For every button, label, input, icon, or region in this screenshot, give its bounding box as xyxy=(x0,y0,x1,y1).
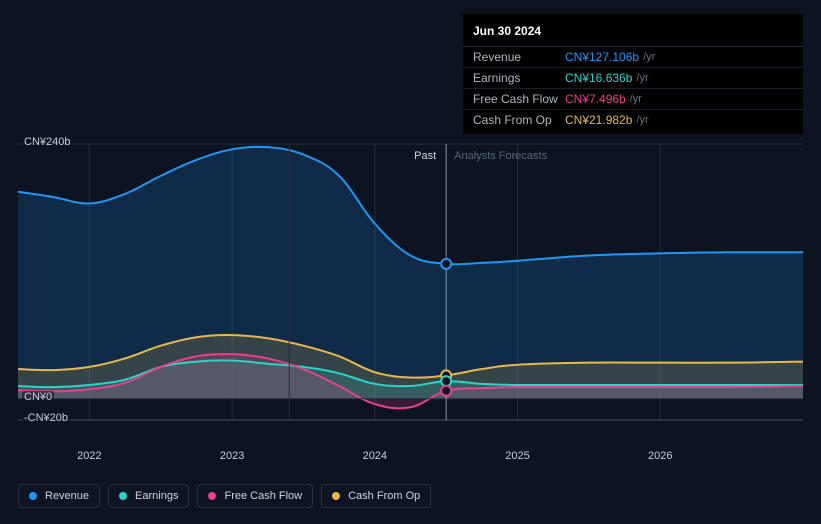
legend-item-label: Earnings xyxy=(135,490,178,502)
tooltip-row-unit: /yr xyxy=(636,72,648,84)
section-label-forecast: Analysts Forecasts xyxy=(454,150,547,162)
financials-chart[interactable]: Jun 30 2024 RevenueCN¥127.106b/yrEarning… xyxy=(0,0,821,524)
x-axis-label: 2025 xyxy=(505,450,529,462)
tooltip-row-unit: /yr xyxy=(643,51,655,63)
x-axis-label: 2022 xyxy=(77,450,101,462)
legend-dot-icon xyxy=(208,492,216,500)
x-axis-label: 2023 xyxy=(220,450,244,462)
tooltip-row-label: Earnings xyxy=(473,71,565,85)
tooltip-row-unit: /yr xyxy=(630,93,642,105)
legend-dot-icon xyxy=(332,492,340,500)
tooltip-date: Jun 30 2024 xyxy=(463,18,803,47)
section-label-past: Past xyxy=(414,150,436,162)
tooltip-row-value: CN¥127.106b xyxy=(565,50,639,64)
tooltip-row: Cash From OpCN¥21.982b/yr xyxy=(463,110,803,130)
legend-dot-icon xyxy=(119,492,127,500)
chart-legend: Revenue Earnings Free Cash Flow Cash From O… xyxy=(18,484,431,508)
tooltip-row-label: Free Cash Flow xyxy=(473,92,565,106)
tooltip-row-unit: /yr xyxy=(636,114,648,126)
x-axis-label: 2026 xyxy=(648,450,672,462)
tooltip-row-value: CN¥16.636b xyxy=(565,71,632,85)
legend-item-free-cash-flow[interactable]: Free Cash Flow xyxy=(197,484,313,508)
tooltip-row: EarningsCN¥16.636b/yr xyxy=(463,68,803,89)
tooltip-row-value: CN¥21.982b xyxy=(565,113,632,127)
tooltip-row: RevenueCN¥127.106b/yr xyxy=(463,47,803,68)
y-axis-label: CN¥240b xyxy=(22,136,72,148)
chart-tooltip: Jun 30 2024 RevenueCN¥127.106b/yrEarning… xyxy=(463,14,803,134)
tooltip-row-value: CN¥7.496b xyxy=(565,92,626,106)
legend-item-earnings[interactable]: Earnings xyxy=(108,484,189,508)
tooltip-row-label: Revenue xyxy=(473,50,565,64)
legend-item-label: Cash From Op xyxy=(348,490,420,502)
legend-item-label: Revenue xyxy=(45,490,89,502)
tooltip-row: Free Cash FlowCN¥7.496b/yr xyxy=(463,89,803,110)
y-axis-label: -CN¥20b xyxy=(22,412,70,424)
x-axis-label: 2024 xyxy=(363,450,387,462)
legend-item-revenue[interactable]: Revenue xyxy=(18,484,100,508)
legend-dot-icon xyxy=(29,492,37,500)
legend-item-cash-from-op[interactable]: Cash From Op xyxy=(321,484,431,508)
tooltip-row-label: Cash From Op xyxy=(473,113,565,127)
legend-item-label: Free Cash Flow xyxy=(224,490,302,502)
y-axis-label: CN¥0 xyxy=(22,391,54,403)
